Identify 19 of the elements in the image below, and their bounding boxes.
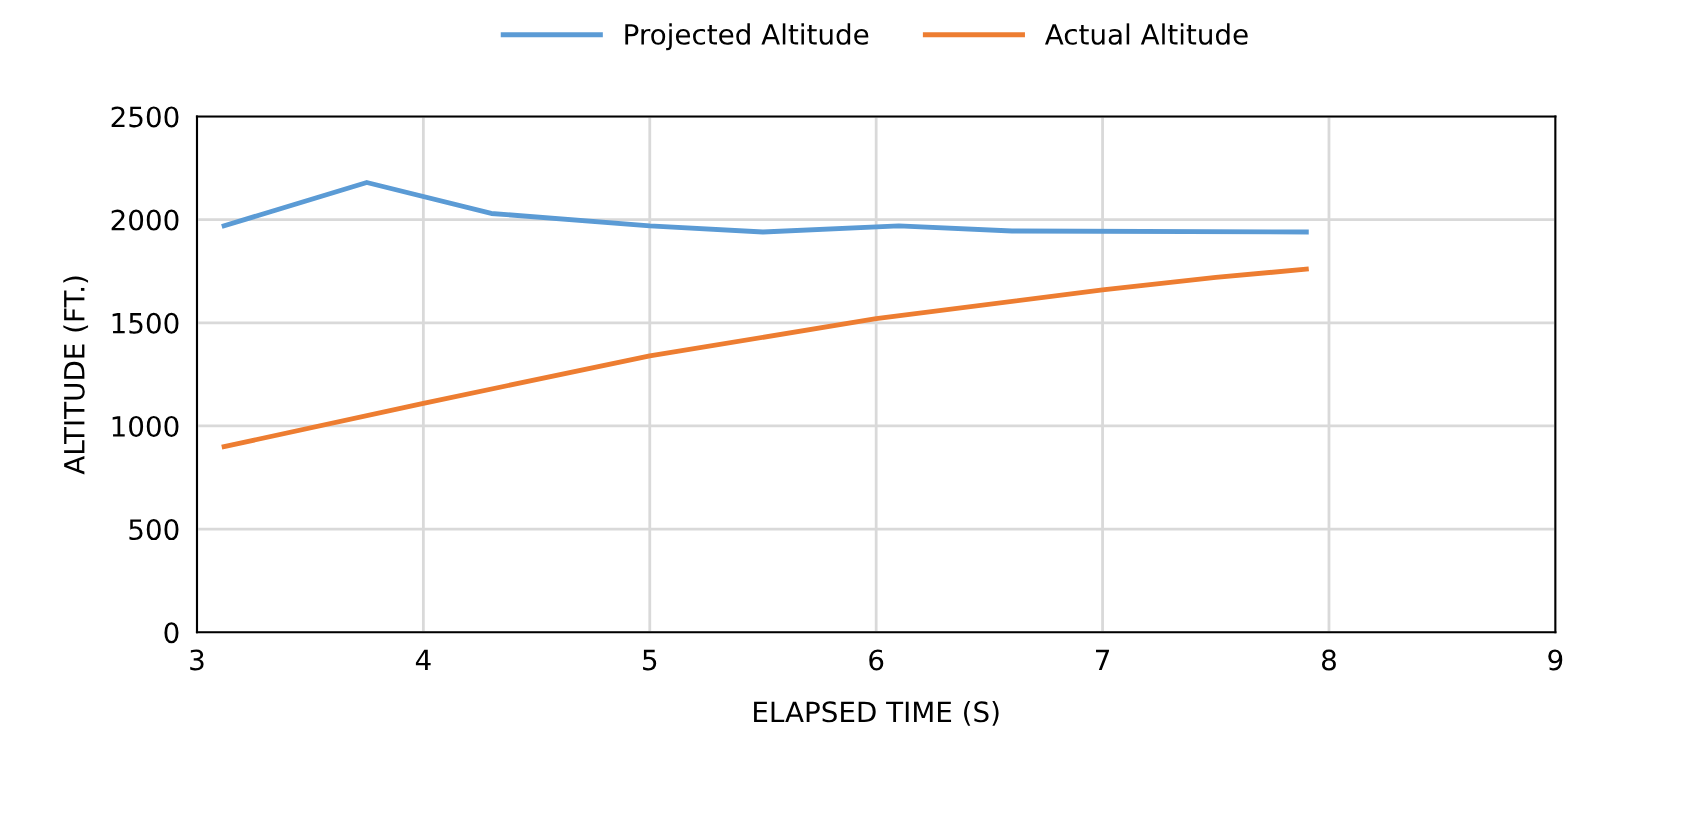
x-tick-label: 9: [1548, 649, 1563, 671]
y-tick-label: 2500: [111, 106, 179, 128]
y-axis-title: ALTITUDE (FT.): [63, 276, 89, 475]
y-tick-label: 1500: [112, 312, 179, 334]
y-tick-label: 1000: [112, 415, 179, 437]
x-tick-label: 6: [869, 649, 884, 671]
y-tick-label: 0: [164, 622, 179, 644]
x-tick-label: 4: [415, 649, 431, 671]
line-series: [221, 180, 1309, 235]
x-tick-label: 5: [643, 649, 657, 671]
legend-label: Actual Altitude: [1044, 23, 1248, 45]
x-tick-label: 8: [1322, 649, 1336, 671]
x-tick-label: 7: [1096, 649, 1110, 671]
y-tick-label: 500: [129, 519, 179, 541]
x-axis-title: ELAPSED TIME (S): [754, 700, 999, 726]
line-series: [221, 266, 1309, 450]
y-tick-label: 2000: [111, 209, 179, 231]
x-tick-label: 3: [190, 649, 204, 671]
legend-label: Projected Altitude: [625, 23, 869, 51]
